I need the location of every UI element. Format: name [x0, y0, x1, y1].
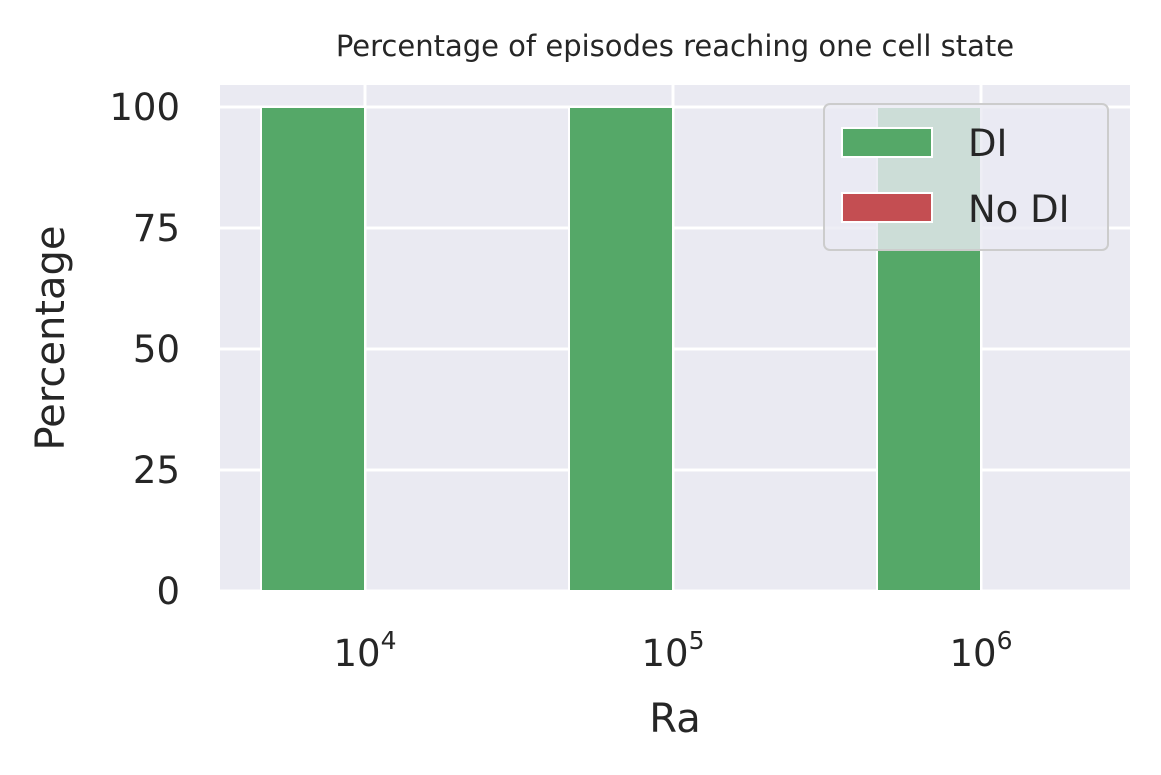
bar-di [568, 106, 674, 592]
legend-swatch-di [841, 127, 933, 158]
x-tick-label: 106 [950, 626, 1013, 675]
legend: DI No DI [823, 103, 1109, 251]
y-axis-label: Percentage [28, 225, 74, 450]
y-tick-label: 50 [133, 328, 180, 371]
x-tick-label: 104 [334, 626, 397, 675]
y-tick-label: 75 [133, 207, 180, 250]
x-tick-label: 105 [642, 626, 705, 675]
y-tick-label: 100 [109, 86, 180, 129]
y-tick-label: 25 [133, 449, 180, 492]
x-ticks: 104 105 106 [334, 626, 1013, 675]
legend-label-di: DI [968, 122, 1007, 165]
y-ticks: 0 25 50 75 100 [109, 86, 180, 613]
chart-title: Percentage of episodes reaching one cell… [336, 29, 1014, 63]
legend-swatch-no-di [841, 192, 933, 223]
bar-di [260, 106, 366, 592]
y-tick-label: 0 [156, 570, 180, 613]
legend-label-no-di: No DI [968, 188, 1069, 231]
x-axis-label: Ra [649, 696, 700, 742]
